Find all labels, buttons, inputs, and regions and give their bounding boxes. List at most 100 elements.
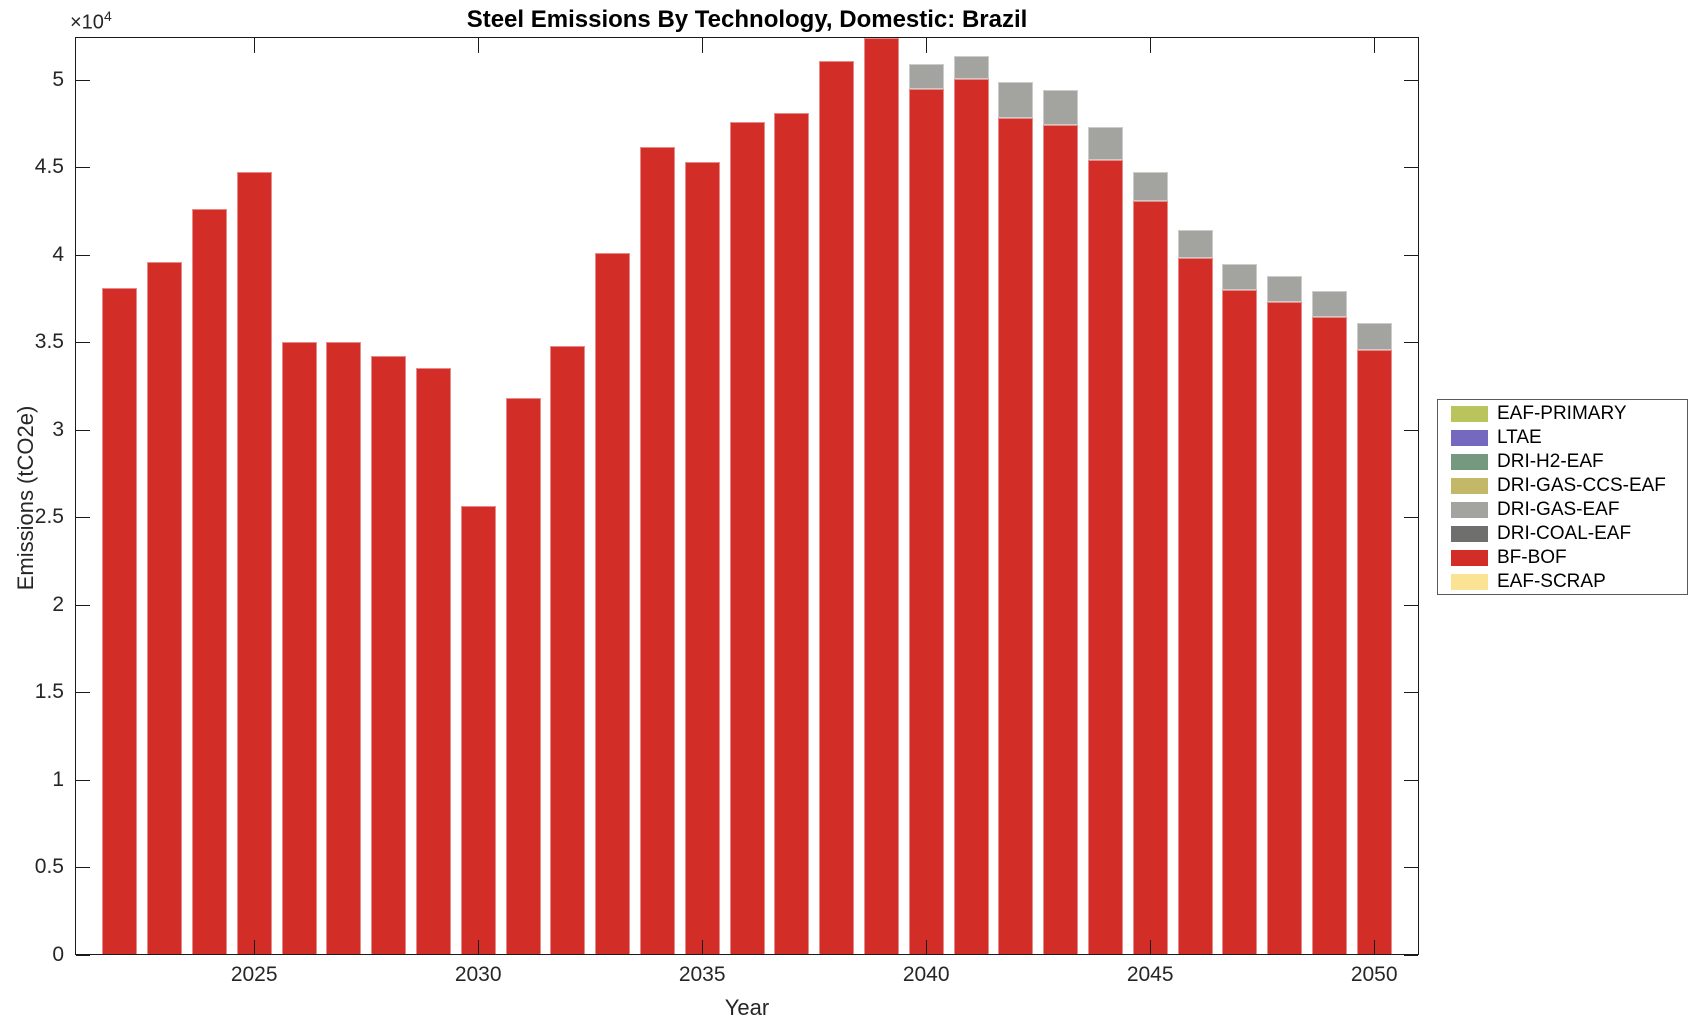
y-tick-mark-right [1404, 342, 1418, 344]
y-tick-mark-right [1404, 167, 1418, 169]
x-tick-mark-top [1150, 38, 1152, 53]
bar-segment-dri-gas-eaf-2042 [998, 81, 1034, 118]
bar-segment-bf-bof-2041 [953, 79, 989, 955]
x-tick-label: 2045 [1126, 963, 1174, 986]
legend-label: DRI-GAS-CCS-EAF [1497, 475, 1666, 496]
x-tick-label: 2030 [454, 963, 502, 986]
bar-segment-bf-bof-2043 [1043, 124, 1079, 955]
x-tick-label: 2025 [230, 963, 278, 986]
y-tick-mark-right [1404, 517, 1418, 519]
bar-segment-bf-bof-2044 [1087, 159, 1123, 955]
bar-segment-bf-bof-2048 [1267, 302, 1303, 955]
bar-segment-bf-bof-2025 [236, 171, 272, 955]
y-tick-label: 1.5 [34, 680, 64, 704]
bar-segment-bf-bof-2049 [1311, 317, 1347, 955]
y-tick-mark-right [1404, 779, 1418, 781]
legend: EAF-PRIMARY LTAE DRI-H2-EAF DRI-GAS-CCS-EAF… [1437, 399, 1688, 595]
bar-segment-bf-bof-2028 [371, 355, 407, 955]
legend-item-dri-coal-eaf: DRI-COAL-EAF [1438, 522, 1687, 546]
legend-swatch-bf-bof [1451, 550, 1488, 566]
y-tick-mark-left [76, 517, 90, 519]
bar-segment-bf-bof-2040 [908, 88, 944, 955]
legend-item-bf-bof: BF-BOF [1438, 546, 1687, 570]
bar-segment-bf-bof-2045 [1132, 200, 1168, 955]
bar-segment-bf-bof-2039 [863, 37, 899, 955]
bar-segment-bf-bof-2026 [281, 341, 317, 955]
y-tick-mark-right [1404, 867, 1418, 869]
bar-segment-bf-bof-2042 [998, 117, 1034, 955]
x-tick-mark-bottom [1150, 940, 1152, 955]
y-tick-mark-right [1404, 692, 1418, 694]
y-tick-label: 4 [52, 242, 64, 266]
x-tick-mark-bottom [478, 940, 480, 955]
bar-segment-bf-bof-2024 [191, 209, 227, 955]
bar-segment-bf-bof-2027 [326, 341, 362, 955]
y-tick-mark-left [76, 254, 90, 256]
x-tick-mark-bottom [1374, 940, 1376, 955]
bar-segment-dri-gas-eaf-2047 [1222, 263, 1258, 290]
y-tick-label: 4.5 [34, 155, 64, 179]
x-tick-mark-top [702, 38, 704, 53]
bar-segment-dri-gas-eaf-2045 [1132, 171, 1168, 201]
x-tick-label: 2035 [678, 963, 726, 986]
bar-segment-dri-gas-eaf-2046 [1177, 230, 1213, 258]
x-tick-mark-top [478, 38, 480, 53]
y-tick-mark-left [76, 955, 90, 956]
bar-segment-dri-gas-eaf-2050 [1356, 323, 1392, 351]
y-tick-mark-left [76, 604, 90, 606]
y-tick-label: 1 [52, 767, 64, 791]
y-tick-mark-right [1404, 429, 1418, 431]
bar-segment-bf-bof-2029 [415, 367, 451, 955]
x-axis-label: Year [724, 995, 770, 1020]
legend-item-eaf-primary: EAF-PRIMARY [1438, 402, 1687, 426]
bar-segment-bf-bof-2047 [1222, 289, 1258, 955]
bar-segment-bf-bof-2038 [819, 60, 855, 955]
y-axis-exponent-base: ×10 [70, 11, 104, 34]
x-tick-mark-bottom [702, 940, 704, 955]
bar-segment-bf-bof-2037 [774, 113, 810, 955]
y-tick-mark-left [76, 429, 90, 431]
y-tick-label: 2 [52, 592, 64, 616]
y-tick-mark-right [1404, 955, 1418, 956]
legend-swatch-dri-gas-eaf [1451, 502, 1488, 518]
bar-segment-dri-gas-eaf-2043 [1043, 90, 1079, 125]
y-tick-mark-left [76, 867, 90, 869]
x-tick-label: 2040 [902, 963, 950, 986]
legend-label: DRI-H2-EAF [1497, 451, 1604, 472]
x-tick-mark-bottom [254, 940, 256, 955]
legend-item-dri-gas-ccs-eaf: DRI-GAS-CCS-EAF [1438, 474, 1687, 498]
bar-segment-bf-bof-2023 [147, 261, 183, 955]
y-tick-mark-left [76, 342, 90, 344]
x-tick-mark-bottom [926, 940, 928, 955]
legend-swatch-dri-h2-eaf [1451, 454, 1488, 470]
y-tick-label: 3.5 [34, 330, 64, 354]
y-tick-label: 0.5 [34, 855, 64, 879]
bar-segment-bf-bof-2036 [729, 121, 765, 955]
legend-label: DRI-GAS-EAF [1497, 499, 1620, 520]
legend-swatch-eaf-scrap [1451, 574, 1488, 590]
bar-segment-dri-gas-eaf-2040 [908, 64, 944, 89]
y-tick-mark-left [76, 79, 90, 81]
bar-segment-bf-bof-2022 [102, 288, 138, 955]
y-axis-exponent: ×104 [70, 8, 112, 35]
bar-segment-bf-bof-2030 [460, 506, 496, 955]
legend-item-dri-h2-eaf: DRI-H2-EAF [1438, 450, 1687, 474]
legend-item-ltae: LTAE [1438, 426, 1687, 450]
y-tick-mark-left [76, 167, 90, 169]
legend-swatch-eaf-primary [1451, 406, 1488, 422]
legend-swatch-dri-gas-ccs-eaf [1451, 478, 1488, 494]
y-tick-mark-left [76, 779, 90, 781]
bar-segment-dri-gas-eaf-2044 [1087, 127, 1123, 160]
bar-segment-dri-gas-eaf-2048 [1267, 275, 1303, 303]
y-tick-label: 5 [52, 67, 64, 91]
bar-segment-bf-bof-2050 [1356, 350, 1392, 955]
legend-label: LTAE [1497, 427, 1542, 448]
y-tick-mark-right [1404, 604, 1418, 606]
legend-swatch-ltae [1451, 430, 1488, 446]
x-tick-label: 2050 [1350, 963, 1398, 986]
x-tick-mark-top [254, 38, 256, 53]
bar-segment-bf-bof-2035 [684, 162, 720, 955]
legend-item-eaf-scrap: EAF-SCRAP [1438, 570, 1687, 594]
bar-segment-bf-bof-2034 [639, 147, 675, 955]
